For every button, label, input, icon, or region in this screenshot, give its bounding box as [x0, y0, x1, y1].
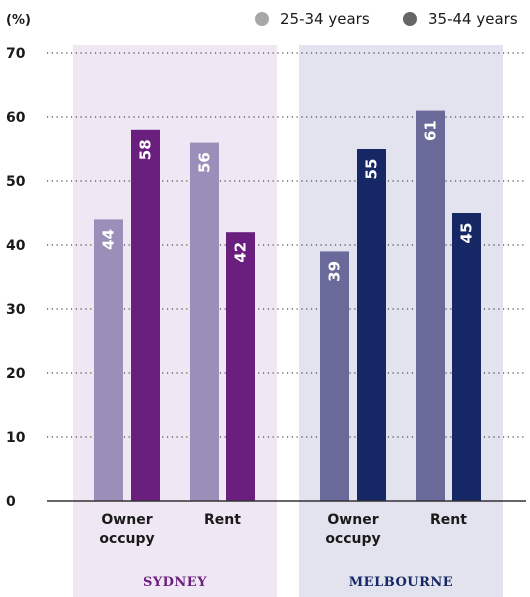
y-tick-label: 0: [6, 494, 16, 510]
bar: [94, 219, 123, 501]
bar: [131, 129, 160, 502]
category-label: Owner occupy: [99, 512, 154, 547]
y-tick-label: 70: [6, 46, 26, 62]
y-tick-label: 20: [6, 366, 26, 382]
legend-marker: [403, 12, 417, 26]
legend-label: 35-44 years: [428, 10, 518, 28]
legend-label: 25-34 years: [280, 10, 370, 28]
data-label: 45: [458, 223, 476, 244]
y-tick-label: 10: [6, 430, 26, 446]
category-label: Rent: [430, 512, 467, 528]
legend-marker: [255, 12, 269, 26]
bar: [320, 251, 349, 501]
bar: [452, 213, 481, 501]
group-label: MELBOURNE: [349, 575, 453, 590]
y-tick-label: 60: [6, 110, 26, 126]
data-label: 55: [363, 159, 381, 180]
group-label: SYDNEY: [143, 575, 207, 590]
bar: [226, 232, 255, 501]
category-label: Owner occupy: [325, 512, 380, 547]
data-label: 42: [232, 242, 250, 263]
category-label: Rent: [204, 512, 241, 528]
y-unit-label: (%): [6, 13, 31, 28]
data-label: 61: [422, 120, 440, 141]
y-tick-label: 40: [6, 238, 26, 254]
bar: [416, 110, 445, 501]
y-tick-label: 50: [6, 174, 26, 190]
data-label: 56: [196, 152, 214, 173]
data-label: 44: [100, 229, 118, 250]
bar: [357, 149, 386, 501]
data-label: 58: [137, 139, 155, 160]
bar: [190, 142, 219, 501]
y-tick-label: 30: [6, 302, 26, 318]
data-label: 39: [326, 261, 344, 282]
